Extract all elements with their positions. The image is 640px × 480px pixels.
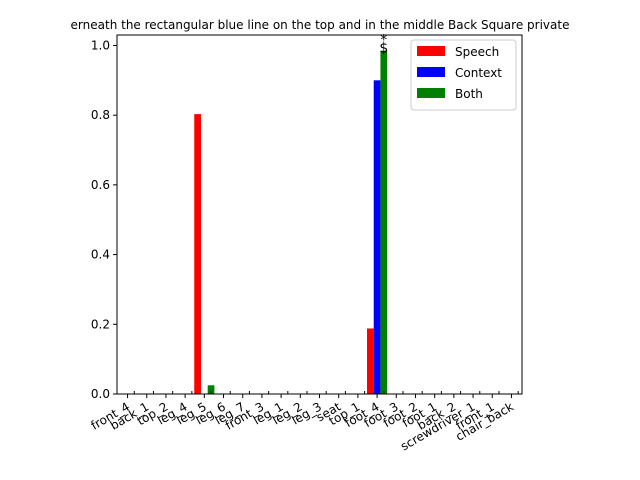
- bar-speech-foot_4: [367, 328, 374, 394]
- y-tick-label: 0.0: [91, 387, 110, 401]
- bar-both-leg_5: [207, 385, 215, 394]
- chart-title: erneath the rectangular blue line on the…: [71, 18, 570, 32]
- bar-speech-leg_5: [194, 114, 201, 395]
- y-tick-label: 0.6: [91, 178, 110, 192]
- annotation-1: $: [379, 41, 388, 57]
- legend-label-context: Context: [455, 66, 502, 80]
- x-axis: front_4back_1top_2leg_4leg_5leg_6leg_7fr…: [89, 394, 516, 453]
- y-tick-label: 1.0: [91, 38, 110, 52]
- annotation-0: *: [380, 33, 387, 49]
- legend-swatch-context: [417, 67, 445, 77]
- bar-context-foot_4: [373, 80, 381, 394]
- legend-swatch-both: [417, 88, 445, 98]
- legend-label-speech: Speech: [455, 45, 499, 59]
- y-tick-label: 0.2: [91, 317, 110, 331]
- legend-label-both: Both: [455, 87, 483, 101]
- legend-swatch-speech: [417, 46, 445, 56]
- y-axis: 0.0 0.2 0.4 0.6 0.8 1.0: [91, 38, 117, 401]
- y-tick-label: 0.8: [91, 108, 110, 122]
- legend: Speech Context Both: [410, 39, 517, 111]
- annotations-layer: *$: [379, 33, 388, 57]
- y-tick-label: 0.4: [91, 248, 110, 262]
- bar-both-foot_4: [380, 50, 388, 395]
